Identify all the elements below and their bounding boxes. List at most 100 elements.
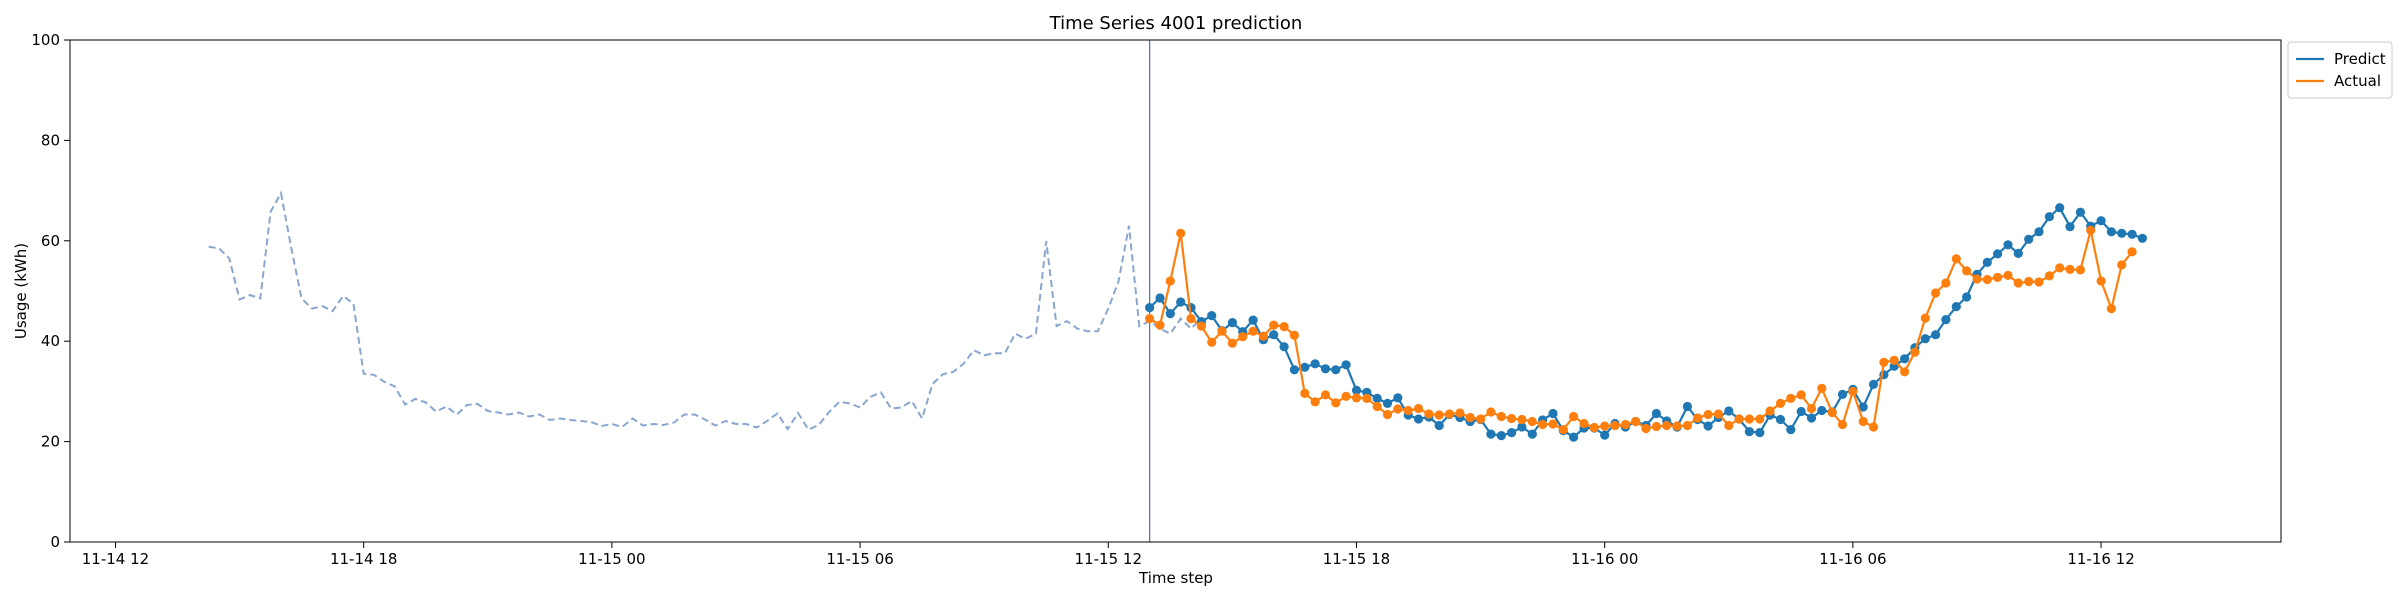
data-point-predict [1320, 364, 1331, 374]
data-point-actual [1765, 406, 1775, 416]
data-point-actual [1951, 254, 1961, 264]
data-point-actual [1351, 393, 1362, 403]
data-point-predict [1806, 413, 1817, 423]
data-point-actual [1227, 338, 1237, 348]
data-point-actual [1300, 388, 1310, 398]
data-point-actual [2117, 260, 2127, 270]
data-point-predict [1993, 249, 2003, 259]
data-point-actual [1724, 420, 1734, 431]
data-point-predict [1775, 414, 1786, 425]
data-point-actual [1382, 409, 1393, 420]
data-point-predict [1310, 359, 1320, 369]
data-point-actual [1589, 422, 1599, 433]
data-point-predict [1786, 425, 1796, 435]
data-point-actual [1755, 414, 1765, 424]
data-point-predict [2013, 248, 2023, 258]
y-tick-label: 100 [31, 31, 60, 49]
data-point-actual [1682, 420, 1692, 431]
x-tick-label: 11-15 12 [1075, 550, 1142, 568]
data-point-predict [2096, 216, 2106, 226]
data-point-actual [1651, 421, 1661, 432]
data-point-actual [1558, 425, 1568, 435]
data-point-predict [1227, 318, 1237, 328]
data-point-predict [1507, 428, 1517, 438]
data-point-predict [1517, 422, 1527, 432]
data-point-actual [1900, 367, 1910, 377]
data-point-actual [1817, 383, 1827, 393]
data-point-actual [1631, 416, 1641, 427]
data-point-predict [1951, 302, 1961, 312]
data-point-actual [1476, 414, 1486, 424]
data-point-actual [1455, 408, 1465, 418]
data-point-actual [2003, 270, 2013, 280]
data-point-actual [1931, 288, 1941, 298]
legend-label-actual: Actual [2334, 72, 2381, 90]
x-tick-label: 11-14 12 [82, 550, 149, 568]
chart-title: Time Series 4001 prediction [1049, 13, 1303, 34]
data-point-actual [2075, 265, 2085, 275]
data-point-actual [2127, 247, 2137, 257]
x-tick-label: 11-15 00 [578, 550, 645, 568]
data-point-predict [1600, 430, 1610, 440]
data-point-actual [1465, 412, 1475, 423]
data-point-actual [1269, 320, 1279, 330]
data-point-actual [1538, 419, 1548, 430]
x-tick-label: 11-14 18 [330, 550, 397, 568]
data-point-predict [1703, 421, 1713, 431]
data-point-actual [1393, 404, 1403, 414]
data-point-predict [1341, 360, 1351, 370]
data-point-actual [2096, 276, 2106, 286]
data-point-predict [1962, 292, 1972, 302]
data-point-predict [1300, 362, 1310, 372]
data-point-actual [1693, 413, 1703, 423]
data-point-actual [2034, 277, 2044, 287]
data-point-actual [1868, 422, 1879, 432]
data-point-actual [1217, 326, 1227, 336]
series-line-history [208, 190, 1203, 431]
data-point-actual [1641, 423, 1651, 434]
data-point-predict [2137, 233, 2147, 243]
data-point-predict [2003, 240, 2013, 250]
data-point-predict [1289, 365, 1299, 375]
data-point-predict [1651, 408, 1661, 419]
plot-frame [69, 39, 2282, 543]
data-point-actual [1207, 337, 1217, 347]
data-point-actual [1806, 403, 1817, 414]
data-point-actual [1507, 413, 1517, 424]
data-point-actual [1258, 331, 1268, 341]
data-point-actual [1548, 419, 1558, 429]
data-point-actual [1941, 278, 1951, 288]
data-point-actual [1837, 419, 1848, 430]
legend-box [2287, 41, 2393, 99]
data-point-predict [1393, 393, 1403, 403]
data-point-actual [1672, 421, 1682, 431]
data-point-actual [1186, 314, 1196, 324]
data-point-predict [1858, 402, 1868, 412]
x-tick-label: 11-16 06 [1819, 550, 1886, 568]
data-point-actual [1796, 390, 1806, 400]
data-point-actual [2013, 278, 2023, 288]
data-point-actual [1155, 320, 1165, 330]
data-point-actual [1145, 314, 1155, 324]
data-point-actual [1858, 416, 1868, 427]
data-point-actual [1176, 228, 1186, 238]
data-point-actual [1196, 321, 1206, 331]
data-point-predict [1682, 401, 1692, 412]
data-point-actual [1786, 393, 1796, 403]
data-point-predict [2117, 228, 2127, 238]
axes: 0 20 40 60 80 100 11-14 12 11-14 18 11-15 00 11-1… [31, 31, 2134, 568]
data-point-predict [1744, 427, 1754, 437]
y-tick-label: 20 [41, 433, 60, 451]
data-point-predict [1548, 408, 1558, 419]
data-point-predict [1269, 330, 1279, 340]
data-point-actual [1289, 330, 1299, 340]
data-point-actual [2055, 263, 2065, 273]
data-point-actual [1569, 411, 1579, 422]
data-point-actual [1848, 386, 1858, 396]
data-point-actual [1165, 276, 1175, 286]
data-point-predict [1982, 257, 1992, 267]
data-point-actual [1662, 420, 1672, 431]
data-point-predict [1279, 342, 1289, 352]
data-point-actual [1734, 414, 1744, 424]
data-point-actual [1238, 332, 1248, 342]
